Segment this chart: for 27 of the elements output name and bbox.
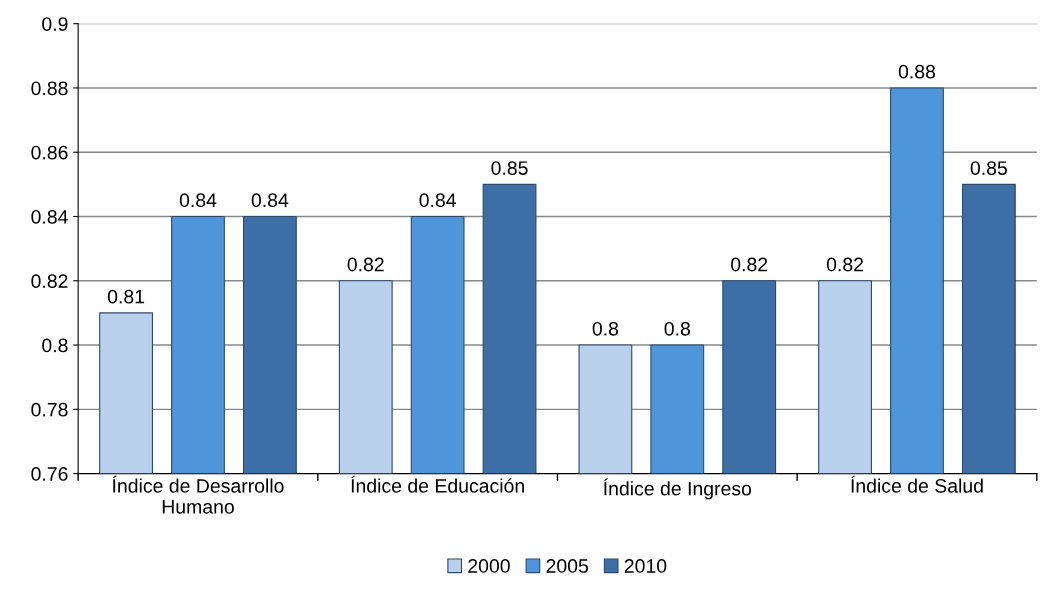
x-tick-label: Índice de Educación: [351, 475, 524, 493]
legend-label: 2005: [546, 559, 589, 573]
y-tick-label: 0.84: [31, 209, 68, 224]
data-label: 0.81: [107, 289, 145, 304]
y-tick-label: 0.76: [31, 467, 68, 481]
data-label: 0.88: [898, 64, 936, 79]
legend-label: 2010: [624, 559, 667, 573]
data-label: 0.84: [251, 193, 289, 208]
x-tick-label: Índice de Ingreso: [604, 478, 752, 500]
data-label: 0.84: [179, 193, 217, 208]
legend-label: 2000: [468, 559, 510, 573]
y-tick-label: 0.8: [42, 338, 68, 353]
data-label: 0.8: [664, 321, 690, 336]
data-label: 0.82: [347, 257, 384, 272]
y-tick-label: 0.9: [42, 17, 68, 31]
y-tick-label: 0.88: [31, 81, 68, 96]
y-tick-label: 0.82: [31, 274, 68, 289]
data-label: 0.85: [491, 161, 528, 175]
y-tick-label: 0.78: [31, 402, 68, 417]
data-label: 0.84: [419, 193, 456, 208]
data-label: 0.82: [731, 257, 768, 272]
data-label: 0.85: [970, 161, 1007, 175]
data-label: 0.8: [592, 321, 619, 336]
y-tick-label: 0.86: [31, 145, 68, 160]
data-label: 0.82: [826, 257, 864, 272]
x-tick-label: Índice de Salud: [851, 475, 983, 493]
x-tick-label: Índice de Desarrollo Humano: [112, 475, 284, 514]
